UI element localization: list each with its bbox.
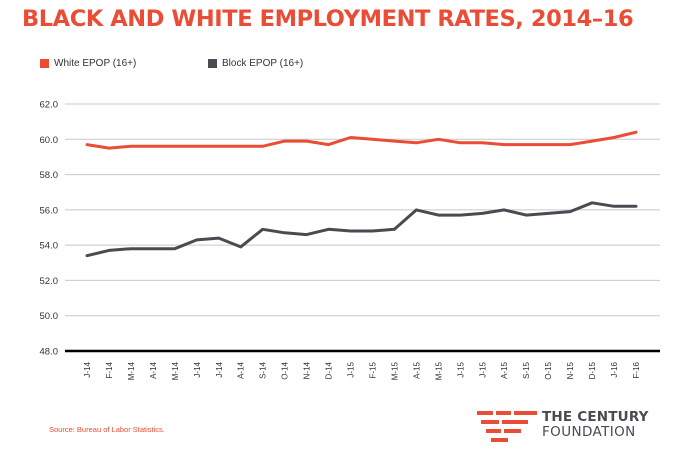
x-tick-label: M-15 xyxy=(434,361,443,380)
legend-label-white: White EPOP (16+) xyxy=(54,57,137,69)
x-tick-label: A-14 xyxy=(149,361,158,378)
y-tick-label: 54.0 xyxy=(40,241,59,252)
x-tick-label: J-14 xyxy=(193,361,202,377)
source-note: Source: Bureau of Labor Statistics. xyxy=(49,425,165,434)
x-tick-label: J-14 xyxy=(83,361,92,377)
x-tick-label: F-15 xyxy=(369,361,378,378)
legend-item-black: Block EPOP (16+) xyxy=(208,56,303,70)
grid-lines xyxy=(65,103,660,353)
x-tick-label: N-15 xyxy=(566,361,575,379)
y-tick-label: 60.0 xyxy=(40,135,59,146)
y-tick-label: 62.0 xyxy=(40,100,59,111)
x-tick-label: J-15 xyxy=(347,361,356,377)
x-tick-label: M-14 xyxy=(127,361,136,380)
series-lines xyxy=(85,130,638,258)
series-line-black xyxy=(85,201,638,258)
logo-text: THE CENTURY FOUNDATION xyxy=(542,410,649,440)
x-tick-label: M-14 xyxy=(171,361,180,380)
legend-swatch-white xyxy=(40,58,49,68)
x-tick-label: J-14 xyxy=(215,361,224,377)
x-tick-label: A-15 xyxy=(412,361,421,378)
century-foundation-logo: THE CENTURY FOUNDATION xyxy=(477,410,677,444)
x-tick-label: O-15 xyxy=(544,361,553,379)
legend-label-black: Block EPOP (16+) xyxy=(222,57,304,69)
y-tick-label: 56.0 xyxy=(40,205,59,216)
x-tick-label: J-15 xyxy=(456,361,465,377)
x-tick-label: D-14 xyxy=(325,361,334,379)
x-tick-label: O-14 xyxy=(281,361,290,379)
series-line-white xyxy=(85,130,638,150)
x-tick-label: A-15 xyxy=(500,361,509,378)
x-tick-label: N-14 xyxy=(303,361,312,379)
y-tick-label: 52.0 xyxy=(40,276,59,287)
logo-line-2: FOUNDATION xyxy=(542,424,636,440)
legend-swatch-black xyxy=(208,58,217,68)
chart-title: BLACK AND WHITE EMPLOYMENT RATES, 2014–1… xyxy=(22,6,634,32)
x-tick-label: M-15 xyxy=(390,361,399,380)
x-tick-label: J-16 xyxy=(610,361,619,377)
y-tick-label: 58.0 xyxy=(40,170,59,181)
x-tick-label: J-15 xyxy=(478,361,487,377)
y-tick-labels: 48.0 50.0 52.0 54.0 56.0 58.0 60.0 62.0 xyxy=(40,100,59,358)
y-tick-label: 48.0 xyxy=(40,347,59,358)
x-tick-label: S-14 xyxy=(259,361,268,378)
x-tick-labels: J-14 F-14 M-14 A-14 M-14 J-14 J-14 A-14 S-14 O-14… xyxy=(83,361,641,380)
x-tick-label: F-16 xyxy=(632,361,641,378)
x-tick-label: D-15 xyxy=(588,361,597,379)
x-tick-label: A-14 xyxy=(237,361,246,378)
logo-mark-icon xyxy=(477,411,537,442)
y-tick-label: 50.0 xyxy=(40,311,59,322)
logo-line-1: THE CENTURY xyxy=(542,409,649,425)
x-tick-label: S-15 xyxy=(522,361,531,378)
legend-item-white: White EPOP (16+) xyxy=(40,56,136,70)
x-tick-label: F-14 xyxy=(105,361,114,378)
